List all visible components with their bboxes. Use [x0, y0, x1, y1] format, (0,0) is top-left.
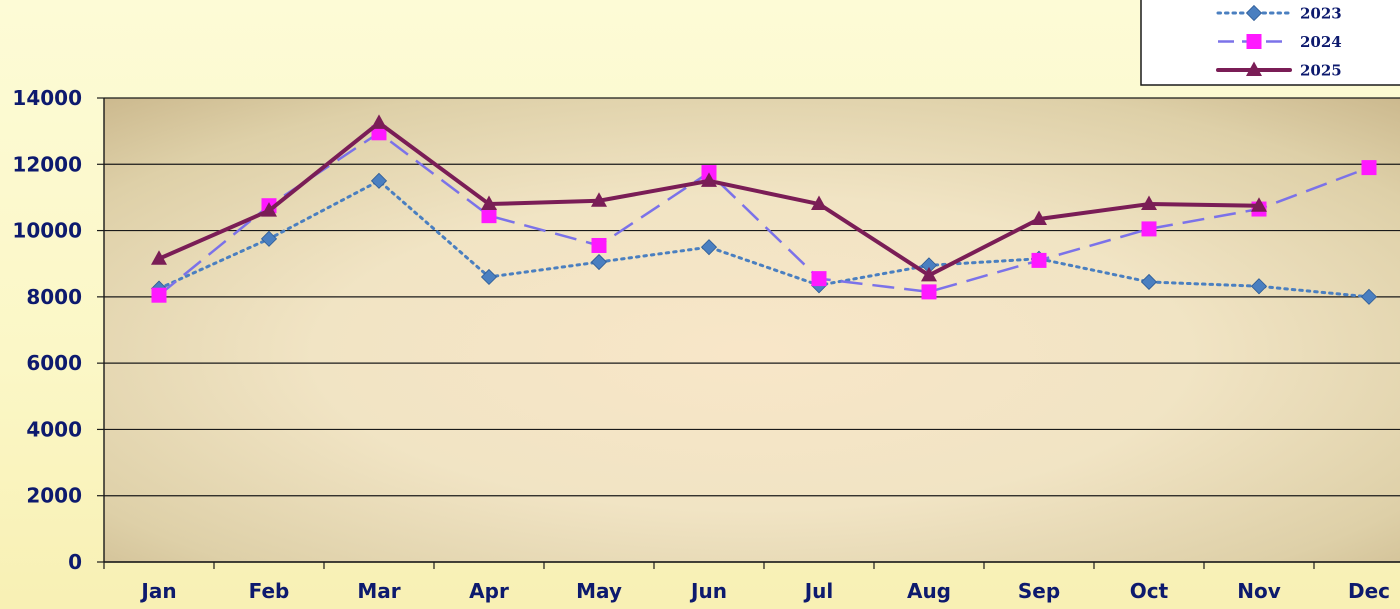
data-point	[1141, 195, 1157, 211]
legend: 2023 2024 2025	[1140, 0, 1400, 86]
data-point	[700, 239, 718, 256]
x-tick-label: Sep	[1018, 579, 1060, 603]
x-tick-label: Jul	[803, 579, 834, 603]
data-point	[591, 192, 607, 207]
data-point	[1361, 160, 1377, 176]
data-point	[1140, 273, 1158, 291]
y-tick-label: 14000	[12, 86, 82, 110]
x-tick-label: Aug	[907, 579, 951, 603]
x-tick-label: Oct	[1130, 579, 1169, 603]
data-point	[591, 237, 607, 253]
data-point	[811, 271, 827, 287]
legend-label: 2024	[1300, 33, 1342, 51]
data-point	[151, 287, 167, 303]
data-point	[371, 125, 387, 141]
y-tick-label: 4000	[26, 417, 82, 441]
data-point	[1251, 197, 1267, 212]
data-point	[260, 230, 278, 247]
x-tick-label: Dec	[1348, 579, 1390, 603]
data-point	[590, 253, 608, 271]
series-layer	[150, 114, 1378, 305]
data-point	[1250, 278, 1268, 295]
data-point	[701, 172, 717, 187]
plot-area	[104, 98, 1400, 562]
legend-marker	[1246, 61, 1262, 76]
data-point	[921, 266, 937, 282]
series-2023	[150, 172, 1378, 305]
data-point	[811, 195, 827, 211]
data-point	[921, 284, 937, 300]
data-point	[481, 208, 497, 224]
x-tick-label: Mar	[357, 579, 400, 603]
x-tick-label: Nov	[1237, 579, 1281, 603]
data-point	[1360, 288, 1378, 305]
legend-item-2025: 2025	[1216, 61, 1342, 80]
data-point	[151, 250, 167, 265]
x-tick-label: Jun	[689, 579, 727, 603]
data-point	[1031, 252, 1047, 268]
axes: 0 2000 4000 6000 8000 10000 12000 14000 Jan Feb Ma…	[12, 86, 1400, 603]
data-point	[261, 202, 277, 217]
x-tick-label: Feb	[249, 579, 290, 603]
y-tick-label: 2000	[26, 484, 82, 508]
legend-marker	[1245, 4, 1263, 22]
y-tick-label: 6000	[26, 351, 82, 375]
data-point	[370, 172, 388, 189]
legend-item-2024: 2024	[1218, 33, 1342, 51]
data-point	[1141, 221, 1157, 237]
series-line	[158, 131, 1370, 297]
legend-item-2023: 2023	[1216, 4, 1342, 23]
grid-lines	[104, 97, 1400, 563]
legend-label: 2023	[1300, 5, 1342, 23]
y-tick-label: 10000	[12, 219, 82, 243]
y-tick-label: 8000	[26, 285, 82, 309]
data-point	[371, 114, 387, 129]
y-tick-label: 0	[68, 550, 82, 574]
data-point	[481, 195, 497, 211]
data-point	[1031, 210, 1047, 225]
x-tick-label: May	[576, 579, 622, 603]
legend-marker	[1246, 34, 1262, 49]
x-tick-label: Jan	[139, 579, 176, 603]
data-point	[480, 268, 498, 286]
legend-label: 2025	[1300, 62, 1342, 80]
y-tick-label: 12000	[12, 152, 82, 176]
series-2025	[151, 114, 1267, 282]
series-line	[157, 179, 1371, 299]
x-tick-label: Apr	[469, 579, 509, 603]
